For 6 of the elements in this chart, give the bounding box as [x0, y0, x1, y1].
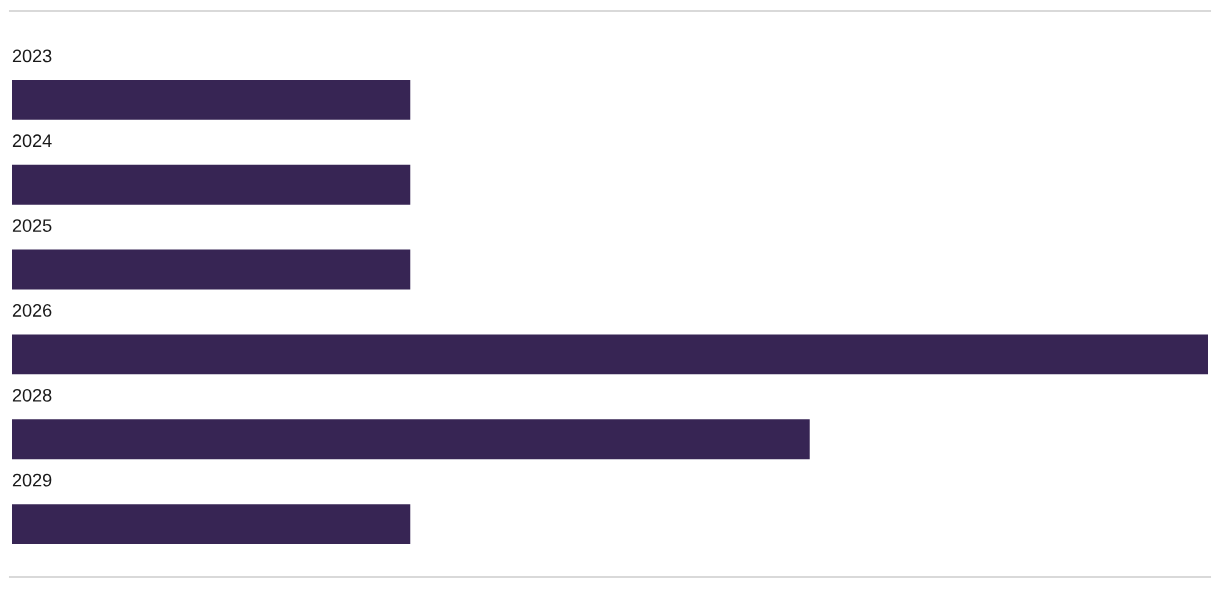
- y-tick-label: 2028: [12, 388, 52, 402]
- y-tick-label: 2029: [12, 473, 52, 487]
- y-tick-label: 2024: [12, 134, 52, 148]
- y-tick-label: 2026: [12, 304, 52, 317]
- y-tick-label: 2023: [12, 49, 52, 63]
- y-tick-label: 2025: [12, 219, 52, 232]
